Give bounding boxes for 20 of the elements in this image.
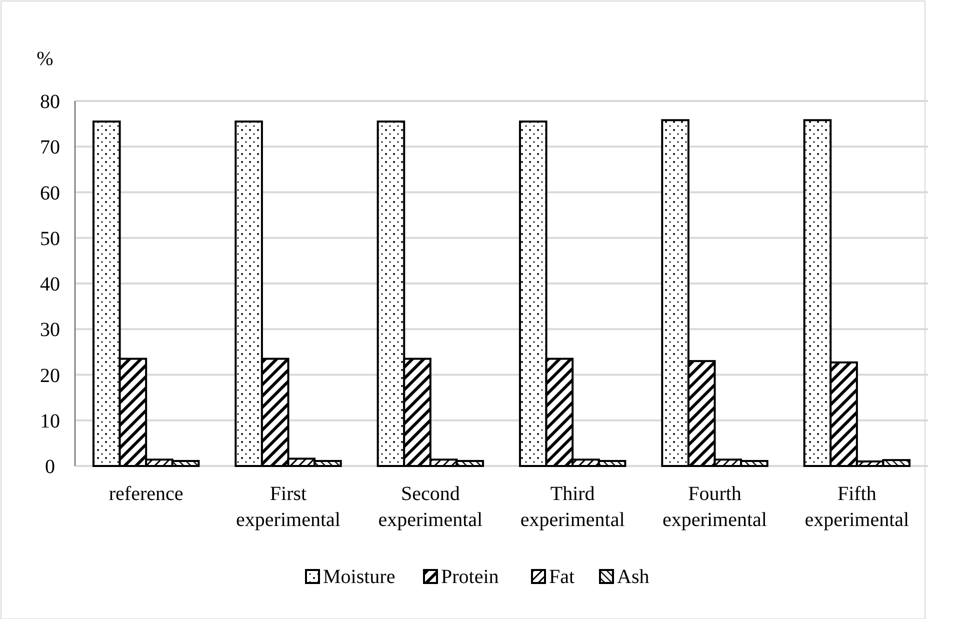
legend-label: Protein: [441, 566, 499, 588]
x-tick-label: reference: [108, 483, 184, 505]
legend-label: Moisture: [323, 566, 396, 588]
y-tick-label: 70: [40, 136, 60, 159]
y-tick-label: 10: [40, 410, 60, 432]
y-tick-label: 40: [40, 274, 60, 296]
x-tick-label: Second experimental: [378, 483, 484, 531]
x-tick-label: First experimental: [236, 483, 341, 531]
legend-label: Fat: [549, 566, 575, 588]
y-axis-title: %: [36, 48, 54, 70]
y-tick-label: 0: [45, 456, 55, 478]
x-tick-label: Third experimental: [520, 483, 626, 531]
y-tick-label: 20: [40, 364, 60, 387]
y-tick-label: 30: [40, 319, 60, 342]
y-tick-label: 60: [40, 182, 60, 204]
x-tick-label: Fourth experimental: [662, 483, 768, 531]
y-tick-label: 50: [40, 228, 60, 250]
y-tick-label: 80: [40, 91, 60, 113]
legend-label: Ash: [617, 566, 650, 588]
x-tick-label: Fifth experimental: [804, 483, 910, 531]
